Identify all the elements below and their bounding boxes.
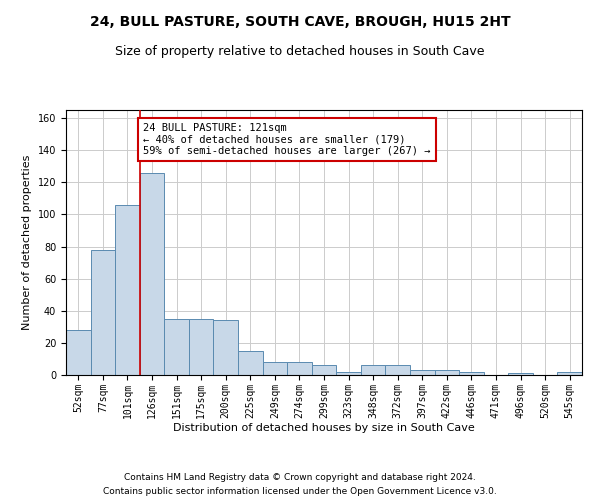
Bar xyxy=(410,370,434,375)
Text: 24, BULL PASTURE, SOUTH CAVE, BROUGH, HU15 2HT: 24, BULL PASTURE, SOUTH CAVE, BROUGH, HU… xyxy=(89,15,511,29)
X-axis label: Distribution of detached houses by size in South Cave: Distribution of detached houses by size … xyxy=(173,424,475,434)
Bar xyxy=(361,366,385,375)
Bar xyxy=(238,351,263,375)
Bar xyxy=(164,319,189,375)
Bar xyxy=(66,330,91,375)
Bar xyxy=(91,250,115,375)
Text: Contains public sector information licensed under the Open Government Licence v3: Contains public sector information licen… xyxy=(103,486,497,496)
Bar xyxy=(459,372,484,375)
Bar xyxy=(385,366,410,375)
Bar xyxy=(287,362,312,375)
Bar xyxy=(557,372,582,375)
Bar xyxy=(336,372,361,375)
Text: Size of property relative to detached houses in South Cave: Size of property relative to detached ho… xyxy=(115,45,485,58)
Bar xyxy=(115,205,140,375)
Text: 24 BULL PASTURE: 121sqm
← 40% of detached houses are smaller (179)
59% of semi-d: 24 BULL PASTURE: 121sqm ← 40% of detache… xyxy=(143,123,431,156)
Text: Contains HM Land Registry data © Crown copyright and database right 2024.: Contains HM Land Registry data © Crown c… xyxy=(124,473,476,482)
Bar xyxy=(189,319,214,375)
Bar xyxy=(214,320,238,375)
Bar xyxy=(263,362,287,375)
Bar xyxy=(312,366,336,375)
Bar xyxy=(140,172,164,375)
Y-axis label: Number of detached properties: Number of detached properties xyxy=(22,155,32,330)
Bar xyxy=(434,370,459,375)
Bar xyxy=(508,374,533,375)
